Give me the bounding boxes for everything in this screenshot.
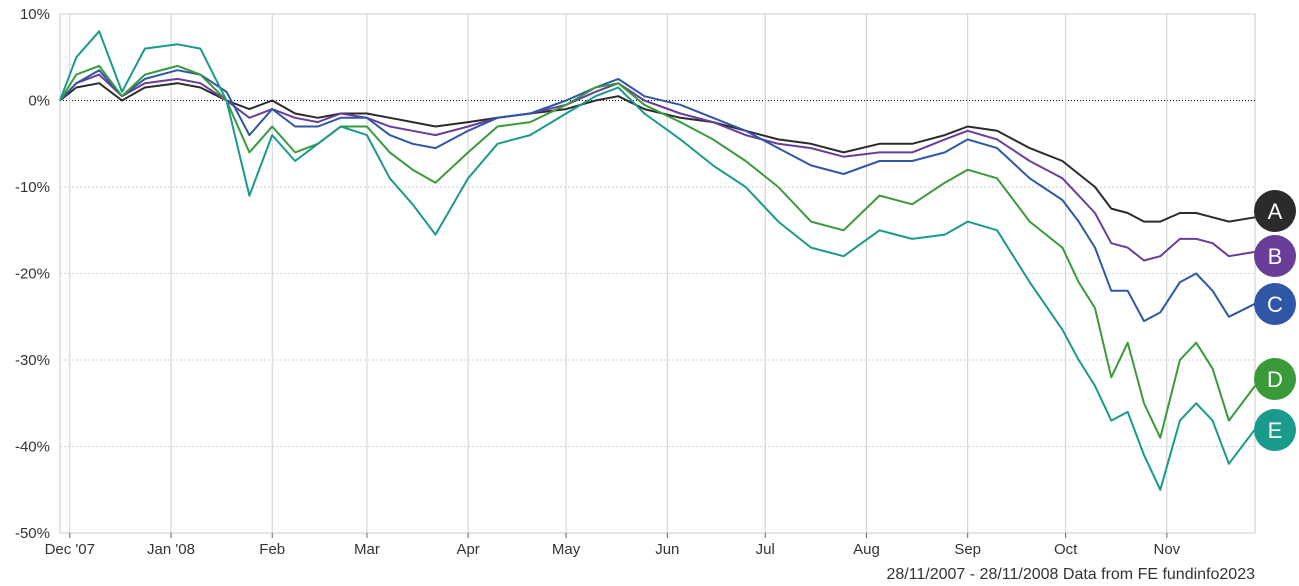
legend-badge-b bbox=[1254, 235, 1296, 277]
series-lines bbox=[59, 30, 1256, 491]
legend-badge-label: B bbox=[1268, 244, 1283, 269]
series-line-c bbox=[59, 69, 1256, 323]
x-tick-label: Dec '07 bbox=[45, 541, 95, 558]
x-tick-label: Feb bbox=[259, 541, 285, 558]
grid-lines bbox=[59, 13, 1256, 534]
legend-badge-e bbox=[1254, 409, 1296, 451]
x-tick-label: Jun bbox=[655, 541, 679, 558]
legend-badge-label: D bbox=[1267, 367, 1283, 392]
x-tick-label: Jan '08 bbox=[147, 541, 195, 558]
x-tick-label: Aug bbox=[853, 541, 880, 558]
y-tick-label: 10% bbox=[20, 6, 50, 23]
legend-badge-d bbox=[1254, 358, 1296, 400]
x-axis: Dec '07 Jan '08 Feb Mar Apr May Jun Jul Aug Sep Oc… bbox=[45, 533, 1181, 558]
x-tick-label: Mar bbox=[354, 541, 380, 558]
y-tick-label: -30% bbox=[15, 352, 50, 369]
y-tick-label: -20% bbox=[15, 266, 50, 283]
y-tick-label: -50% bbox=[15, 525, 50, 542]
y-tick-label: 0% bbox=[28, 93, 50, 110]
series-line-b bbox=[59, 73, 1256, 262]
legend-badges: ABC D E bbox=[1254, 190, 1296, 451]
legend-badge-label: A bbox=[1268, 199, 1283, 224]
legend-badge-label: C bbox=[1267, 292, 1283, 317]
y-tick-label: -10% bbox=[15, 179, 50, 196]
x-tick-label: Nov bbox=[1154, 541, 1181, 558]
series-line-d bbox=[59, 64, 1256, 439]
x-tick-label: Apr bbox=[456, 541, 479, 558]
date-range-source-footer: 28/11/2007 - 28/11/2008 Data from FE fun… bbox=[886, 566, 1255, 583]
legend-badge-a bbox=[1254, 190, 1296, 232]
x-tick-label: Oct bbox=[1054, 541, 1078, 558]
x-tick-label: Jul bbox=[756, 541, 775, 558]
y-axis: 10% 0% -10% -20% -30% -40% -50% bbox=[15, 6, 50, 542]
x-tick-label: May bbox=[552, 541, 581, 558]
y-tick-label: -40% bbox=[15, 439, 50, 456]
legend-badge-c bbox=[1254, 283, 1296, 325]
legend-badge-label: E bbox=[1268, 418, 1283, 443]
series-line-e bbox=[59, 30, 1256, 491]
x-tick-label: Sep bbox=[954, 541, 981, 558]
